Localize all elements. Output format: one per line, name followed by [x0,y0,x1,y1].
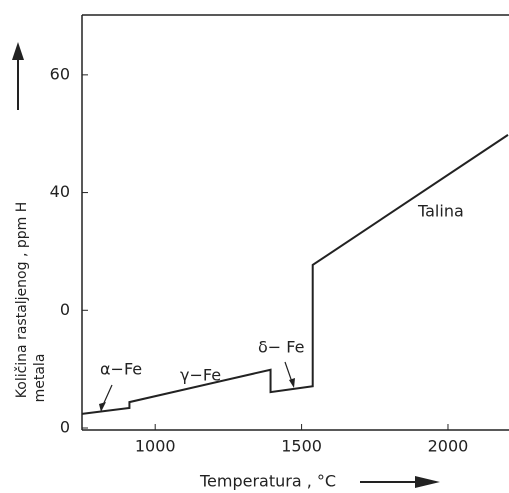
annotation: Talina [417,202,464,221]
y-tick-label: 40 [50,182,70,201]
annotation: α−Fe [100,360,142,379]
x-tick-label: 1500 [281,437,322,456]
annotation-arrow-head [99,402,106,412]
annotation-arrow-head [289,378,295,388]
data-line [81,134,509,415]
annotation: γ−Fe [180,366,221,385]
x-arrow-head [415,476,440,488]
x-tick-label: 1000 [135,437,176,456]
y-tick-label: 60 [50,64,70,83]
y-arrow-head [12,42,24,60]
x-axis-label: Temperatura , °C [199,472,336,491]
x-tick-label: 2000 [428,437,469,456]
y-tick-label: 0 [60,418,70,437]
y-axis-label: Količina rastaljenog , ppm H [14,202,30,398]
y-axis-label: metala [32,354,48,403]
annotation-arrow [102,384,113,406]
annotation-arrow [284,361,293,383]
y-tick-label: 0 [60,300,70,319]
annotation: δ− Fe [258,338,304,357]
